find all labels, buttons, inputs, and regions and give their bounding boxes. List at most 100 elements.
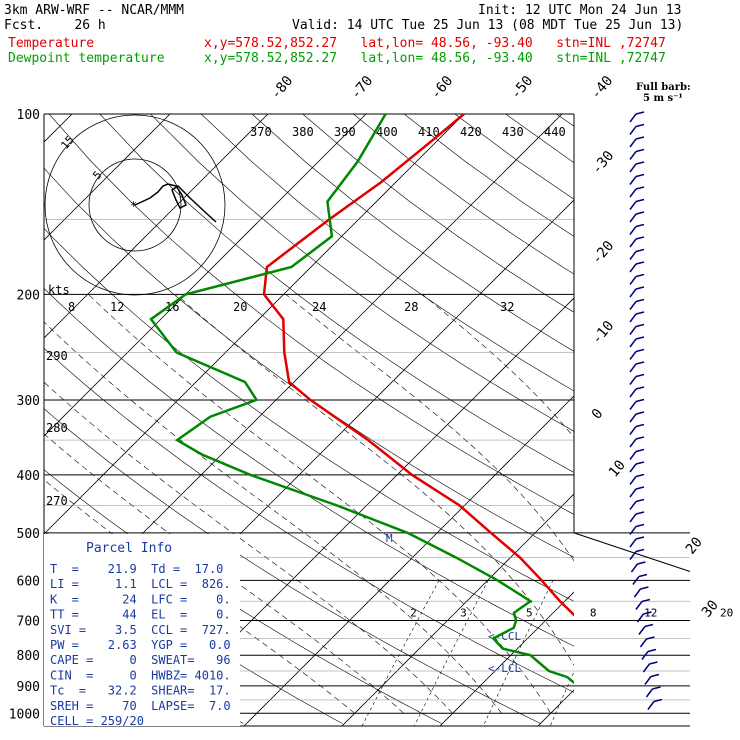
theta-e-label: 430 xyxy=(502,125,524,139)
isotherm-label: -10 xyxy=(589,318,618,348)
isotherm-label: -70 xyxy=(348,73,377,103)
mixing-ratio-label: 3 xyxy=(460,606,467,619)
pressure-label: 500 xyxy=(17,527,40,542)
wind-barb xyxy=(629,186,645,198)
mixing-ratio-label: 5 xyxy=(526,606,533,619)
isotherm-label: -20 xyxy=(589,238,618,268)
moist-adiabat-line xyxy=(578,294,740,713)
wind-barb xyxy=(641,648,657,660)
moist-adiabat-line xyxy=(721,294,740,713)
wind-barb xyxy=(629,136,645,148)
theta-e-label: 420 xyxy=(460,125,482,139)
dry-adiabat-line xyxy=(99,114,574,473)
dry-adiabat-line xyxy=(48,114,574,515)
parcel-info-title: Parcel Info xyxy=(86,541,172,556)
isotherm-label: -30 xyxy=(589,148,618,178)
hodograph-ring-label: 15 xyxy=(58,133,76,152)
init-time: Init: 12 UTC Mon 24 Jun 13 xyxy=(478,3,682,18)
parcel-info-row: TT = 44 EL = 0. xyxy=(50,608,231,622)
theta-e-label: 370 xyxy=(250,125,272,139)
dry-adiabat-line xyxy=(556,114,574,127)
hodograph-speed-label: 8 xyxy=(68,300,75,314)
mixing-ratio-line xyxy=(483,580,554,726)
sounding-traces xyxy=(149,114,574,685)
parcel-info-row: CIN = 0 HWBZ= 4010. xyxy=(50,668,231,682)
wind-barb xyxy=(629,361,645,373)
mixing-ratio-line xyxy=(361,580,440,726)
parcel-info-row: T = 21.9 Td = 17.0 xyxy=(50,562,223,576)
wind-barb xyxy=(636,611,652,623)
hodograph-speed-label: 28 xyxy=(404,300,418,314)
temperature-legend: Temperature xyxy=(8,36,95,51)
hodograph-speed-label: 32 xyxy=(500,300,514,314)
parcel-info-row: PW = 2.63 YGP = 0.0 xyxy=(50,638,231,652)
dry-adiabat-line xyxy=(403,114,574,237)
isotherm-label: -40 xyxy=(588,73,617,103)
dry-adiabat-line xyxy=(200,114,574,392)
wind-barb xyxy=(633,586,649,598)
dewpoint-trace xyxy=(149,114,574,685)
isotherm-label: -80 xyxy=(268,73,297,103)
wind-barb xyxy=(629,236,645,248)
wind-barb xyxy=(629,273,645,285)
wind-barb xyxy=(629,461,645,473)
pressure-label: 300 xyxy=(17,394,40,409)
wind-barb xyxy=(642,661,658,673)
parcel-info-box: Parcel Info T = 21.9 Td = 17.0LI = 1.1 L… xyxy=(44,534,240,728)
wind-barb xyxy=(629,548,645,560)
dry-adiabat-line xyxy=(505,114,574,164)
moist-adiabat-line xyxy=(422,294,574,439)
isotherm-label: 0 xyxy=(589,406,607,423)
wind-barb xyxy=(629,323,645,335)
pressure-label: 200 xyxy=(17,288,40,303)
wind-barb xyxy=(629,348,645,360)
wind-barb xyxy=(629,336,645,348)
level-marker-m: M xyxy=(386,532,393,545)
wind-barbs xyxy=(629,111,663,710)
mixing-ratio-label: 2 xyxy=(410,606,417,619)
isotherm-line xyxy=(44,114,367,437)
isotherm-line xyxy=(44,114,465,535)
wind-barb xyxy=(647,698,663,710)
wind-barb xyxy=(629,111,645,123)
theta-e-label: 410 xyxy=(418,125,440,139)
hodograph: 5 15 * xyxy=(44,114,226,296)
parcel-info-row: LI = 1.1 LCL = 826. xyxy=(50,577,231,591)
wind-barb xyxy=(645,686,661,698)
theta-e-label: 390 xyxy=(334,125,356,139)
wind-barb xyxy=(629,198,645,210)
isotherm-line xyxy=(439,591,574,726)
wind-barb xyxy=(630,561,646,573)
wind-barb xyxy=(629,148,645,160)
wind-barb xyxy=(629,411,645,423)
dry-adiabat-line xyxy=(44,167,574,558)
wind-barb xyxy=(629,436,645,448)
wind-barb xyxy=(629,473,645,485)
wind-barb xyxy=(629,498,645,510)
wind-barb xyxy=(629,298,645,310)
dry-adiabat-line xyxy=(150,114,574,432)
wind-barb xyxy=(629,536,645,548)
wind-barb xyxy=(629,486,645,498)
parcel-info-row: Tc = 32.2 SHEAR= 17. xyxy=(50,684,231,698)
moist-adiabat-line xyxy=(285,294,574,562)
pressure-label: 800 xyxy=(17,649,40,664)
isotherm-line xyxy=(341,493,574,726)
lcl-marker: <-LCL xyxy=(488,662,521,675)
hodograph-trace xyxy=(134,183,217,223)
plot-frame-diagonal xyxy=(573,532,691,572)
wind-barb xyxy=(629,448,645,460)
hodograph-speed-label: 16 xyxy=(165,300,179,314)
dry-adiabat-line xyxy=(44,408,541,724)
mixing-ratio-label: 20 xyxy=(720,606,733,619)
wind-barb xyxy=(629,523,645,535)
mixing-ratio-line xyxy=(413,580,489,726)
wind-barb xyxy=(629,423,645,435)
isotherm-line xyxy=(734,114,740,726)
wind-barb xyxy=(629,311,645,323)
parcel-info-row: SVI = 3.5 CCL = 727. xyxy=(50,623,231,637)
dry-adiabat-line xyxy=(44,348,574,693)
dry-adiabat-line xyxy=(44,227,574,602)
barb-legend-speed: 5 m s⁻¹ xyxy=(643,93,683,104)
